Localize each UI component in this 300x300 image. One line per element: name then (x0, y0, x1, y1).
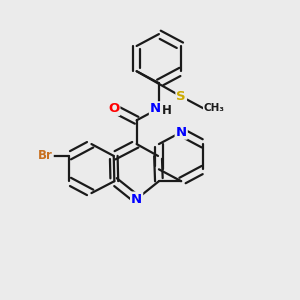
Text: O: O (108, 102, 119, 115)
Text: Br: Br (38, 149, 53, 162)
Text: H: H (162, 104, 172, 117)
Text: N: N (176, 126, 187, 139)
Text: CH₃: CH₃ (203, 103, 224, 113)
Text: N: N (131, 193, 142, 206)
Text: S: S (176, 90, 186, 103)
Text: N: N (149, 102, 161, 115)
